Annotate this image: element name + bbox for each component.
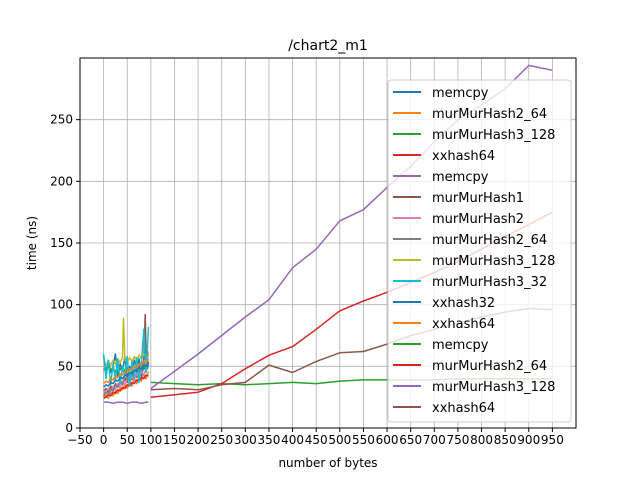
legend-label: murMurHash3_128 (432, 128, 555, 143)
legend-label: murMurHash2_64 (432, 233, 547, 248)
x-tick-label: 800 (470, 433, 493, 447)
x-tick-label: 850 (494, 433, 517, 447)
x-tick-label: 900 (517, 433, 540, 447)
legend-label: xxhash64 (432, 401, 495, 416)
legend-label: murMurHash2 (432, 212, 524, 227)
x-tick-label: 450 (305, 433, 328, 447)
x-tick-label: 550 (352, 433, 375, 447)
x-tick-label: 0 (100, 433, 108, 447)
legend-label: murMurHash2_64 (432, 107, 547, 122)
chart-title: /chart2_m1 (288, 38, 368, 54)
y-tick-label: 100 (50, 298, 73, 312)
x-tick-label: 200 (187, 433, 210, 447)
y-tick-label: 250 (50, 113, 73, 127)
y-axis: 0 50 100 150 200 250 (50, 113, 80, 435)
legend: memcpymurMurHash2_64murMurHash3_128xxhas… (387, 79, 572, 423)
legend-label: memcpy (432, 86, 489, 101)
x-tick-label: 150 (163, 433, 186, 447)
series-line-8 (103, 317, 150, 368)
x-tick-label: 100 (139, 433, 162, 447)
x-axis-label: number of bytes (278, 456, 377, 470)
x-tick-label: 700 (423, 433, 446, 447)
x-tick-label: 250 (210, 433, 233, 447)
x-tick-label: −50 (67, 433, 92, 447)
x-tick-label: 750 (446, 433, 469, 447)
series-line-10 (103, 362, 150, 388)
y-tick-label: 200 (50, 174, 73, 188)
legend-label: xxhash64 (432, 317, 495, 332)
series-line-4 (103, 401, 149, 405)
x-tick-label: 500 (328, 433, 351, 447)
legend-label: murMurHash3_128 (432, 254, 555, 269)
series-line-11 (103, 358, 150, 385)
legend-label: memcpy (432, 338, 489, 353)
legend-label: murMurHash3_32 (432, 275, 547, 290)
x-axis: −50 0 50 100 150 200 250 300 350 400 450 500 550 600 6… (67, 428, 564, 447)
x-tick-label: 400 (281, 433, 304, 447)
x-tick-label: 650 (399, 433, 422, 447)
y-axis-label: time (ns) (25, 216, 39, 270)
legend-label: murMurHash2_64 (432, 359, 547, 374)
legend-box (387, 79, 572, 423)
y-tick-label: 150 (50, 236, 73, 250)
x-tick-label: 50 (120, 433, 135, 447)
legend-label: xxhash32 (432, 296, 495, 311)
series-line-6 (103, 351, 150, 395)
legend-label: xxhash64 (432, 149, 495, 164)
x-tick-label: 950 (541, 433, 564, 447)
y-tick-label: 50 (58, 359, 73, 373)
series-line-9 (102, 326, 150, 387)
y-tick-label: 0 (65, 421, 73, 435)
series-line-3 (103, 374, 149, 400)
x-tick-label: 300 (234, 433, 257, 447)
x-tick-label: 350 (257, 433, 280, 447)
x-tick-label: 600 (376, 433, 399, 447)
legend-label: memcpy (432, 170, 489, 185)
legend-label: murMurHash3_128 (432, 380, 555, 395)
legend-label: murMurHash1 (432, 191, 524, 206)
